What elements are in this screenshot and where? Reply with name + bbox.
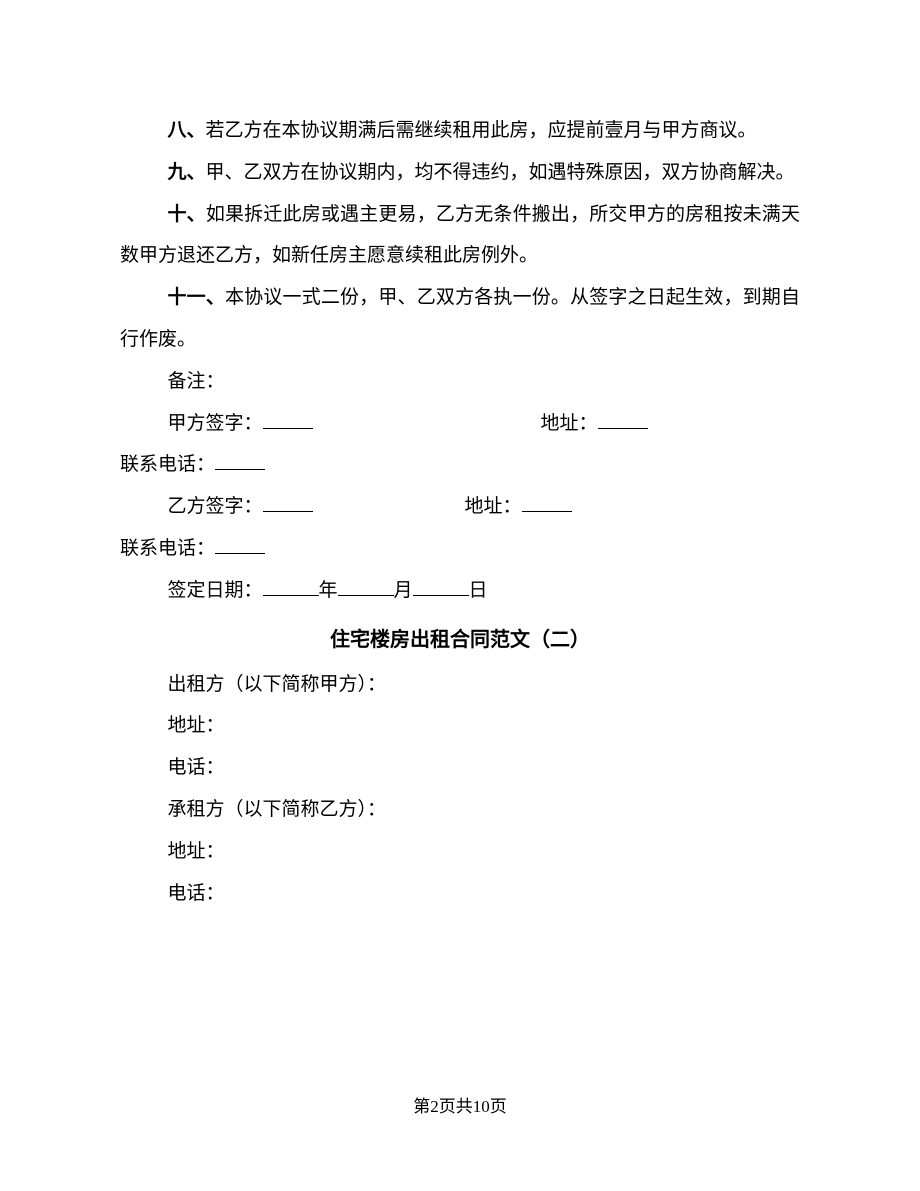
clause-8-text: 若乙方在本协议期满后需继续租用此房，应提前壹月与甲方商议。 <box>206 120 757 141</box>
clause-8-prefix: 八、 <box>168 120 206 141</box>
remark-line: 备注： <box>120 361 800 403</box>
phone-b-label: 联系电话： <box>120 538 215 559</box>
phone-a-line: 联系电话： <box>120 444 800 486</box>
phone-b-blank <box>215 533 265 554</box>
lessee-line: 承租方（以下简称乙方）： <box>120 789 800 831</box>
clause-10-prefix: 十、 <box>168 204 206 225</box>
month-blank <box>338 575 394 596</box>
lessor-address-line: 地址： <box>120 705 800 747</box>
party-a-sign-blank <box>263 408 313 429</box>
sign-date-line: 签定日期： 年 月 日 <box>120 570 800 612</box>
party-b-sign-line: 乙方签字： 地址： <box>120 486 800 528</box>
clause-9: 九、甲、乙双方在协议期内，均不得违约，如遇特殊原因，双方协商解决。 <box>120 152 800 194</box>
phone-a-blank <box>215 449 265 470</box>
day-blank <box>413 575 469 596</box>
clause-8: 八、若乙方在本协议期满后需继续租用此房，应提前壹月与甲方商议。 <box>120 110 800 152</box>
address-label-a: 地址： <box>541 413 598 434</box>
month-label: 月 <box>394 580 413 601</box>
party-b-sign-label: 乙方签字： <box>168 496 263 517</box>
page-footer: 第2页共10页 <box>0 1092 920 1117</box>
section-2-title: 住宅楼房出租合同范文（二） <box>120 616 800 664</box>
remark-label: 备注： <box>168 371 225 392</box>
clause-9-prefix: 九、 <box>168 162 206 183</box>
party-a-sign-label: 甲方签字： <box>168 413 263 434</box>
clause-11: 十一、本协议一式二份，甲、乙双方各执一份。从签字之日起生效，到期自行作废。 <box>120 277 800 361</box>
clause-10: 十、如果拆迁此房或遇主更易，乙方无条件搬出，所交甲方的房租按未满天数甲方退还乙方… <box>120 194 800 278</box>
lessee-phone-line: 电话： <box>120 873 800 915</box>
sign-date-label: 签定日期： <box>168 580 263 601</box>
address-label-b: 地址： <box>465 496 522 517</box>
phone-a-label: 联系电话： <box>120 454 215 475</box>
party-a-sign-line: 甲方签字： 地址： <box>120 403 800 445</box>
lessor-phone-line: 电话： <box>120 747 800 789</box>
address-b-blank <box>522 491 572 512</box>
clause-11-prefix: 十一、 <box>168 287 226 308</box>
lessor-line: 出租方（以下简称甲方）： <box>120 664 800 706</box>
lessee-address-line: 地址： <box>120 831 800 873</box>
day-label: 日 <box>469 580 488 601</box>
year-label: 年 <box>319 580 338 601</box>
year-blank <box>263 575 319 596</box>
clause-9-text: 甲、乙双方在协议期内，均不得违约，如遇特殊原因，双方协商解决。 <box>206 162 795 183</box>
phone-b-line: 联系电话： <box>120 528 800 570</box>
document-page: 八、若乙方在本协议期满后需继续租用此房，应提前壹月与甲方商议。 九、甲、乙双方在… <box>0 0 920 914</box>
address-a-blank <box>598 408 648 429</box>
clause-10-text: 如果拆迁此房或遇主更易，乙方无条件搬出，所交甲方的房租按未满天数甲方退还乙方，如… <box>120 204 800 267</box>
party-b-sign-blank <box>263 491 313 512</box>
